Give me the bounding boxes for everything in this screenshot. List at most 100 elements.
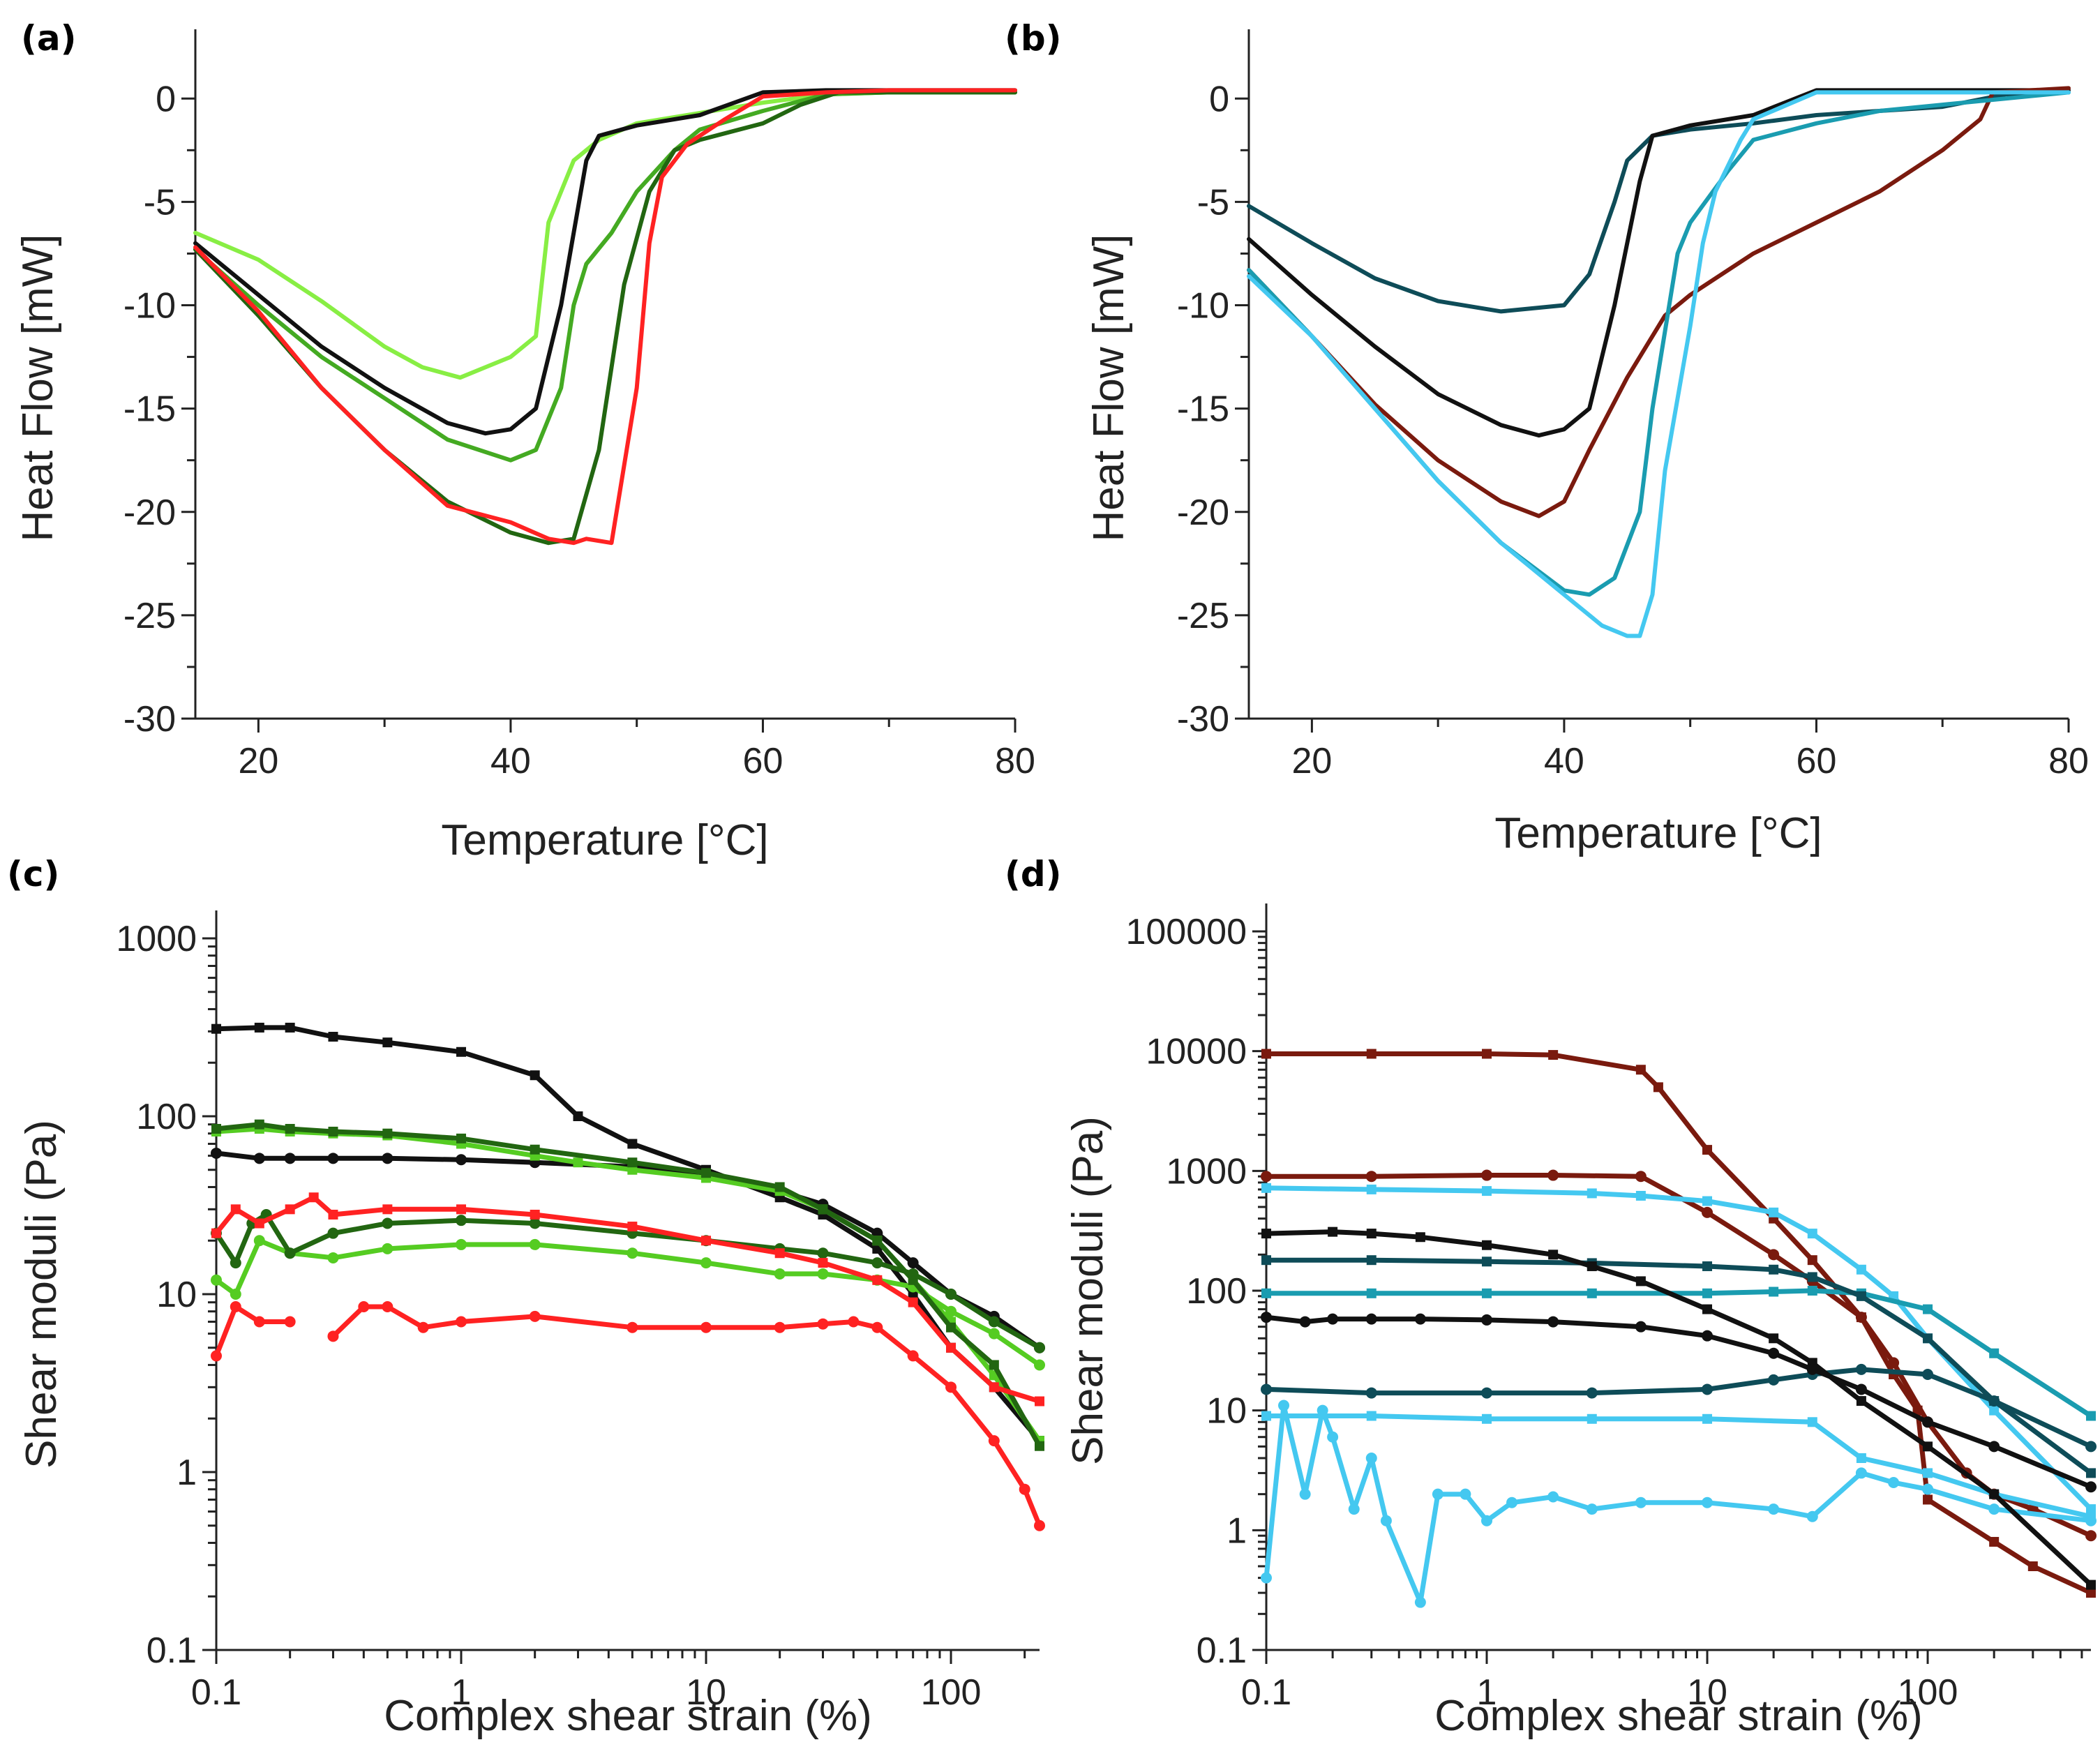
- data-point: [1482, 1413, 1492, 1424]
- data-point: [1635, 1496, 1647, 1508]
- data-point: [871, 1321, 883, 1333]
- data-point: [1482, 1186, 1492, 1196]
- y-tick-label: -10: [123, 286, 176, 327]
- x-tick-label: 10: [686, 1672, 726, 1713]
- data-point: [382, 1217, 393, 1229]
- data-point: [328, 1126, 338, 1136]
- data-point: [328, 1031, 338, 1042]
- data-point: [1380, 1515, 1392, 1526]
- data-point: [529, 1310, 541, 1322]
- data-point: [1702, 1145, 1713, 1155]
- data-point: [1481, 1169, 1493, 1181]
- data-point: [211, 1123, 221, 1134]
- y-tick-label: 10: [1206, 1391, 1247, 1432]
- series-line: [193, 90, 1017, 463]
- data-point: [871, 1257, 883, 1269]
- data-point: [2086, 1511, 2096, 1522]
- data-point: [1635, 1321, 1647, 1333]
- data-point: [2086, 1580, 2096, 1590]
- x-tick-label: 20: [1291, 741, 1332, 781]
- data-point: [1506, 1496, 1518, 1508]
- data-point: [1702, 1206, 1713, 1218]
- data-point: [382, 1243, 393, 1254]
- data-point: [573, 1111, 583, 1121]
- data-point: [1460, 1488, 1471, 1500]
- panel-label: (a): [21, 18, 76, 59]
- data-point: [1702, 1261, 1713, 1271]
- data-point: [382, 1300, 393, 1312]
- data-point: [1482, 1288, 1492, 1298]
- data-point: [988, 1435, 1000, 1447]
- panel-label: (d): [1005, 854, 1062, 894]
- data-point: [1807, 1286, 1817, 1296]
- data-point: [1261, 1572, 1272, 1584]
- data-point: [1702, 1413, 1713, 1424]
- data-point: [1261, 1183, 1271, 1193]
- data-point: [2086, 1411, 2096, 1421]
- data-point: [328, 1209, 338, 1220]
- data-point: [1635, 1065, 1646, 1075]
- series-line: [193, 90, 1017, 380]
- data-point: [988, 1328, 1000, 1340]
- data-point: [1365, 1387, 1377, 1399]
- y-tick-label: 0: [156, 79, 176, 119]
- data-point: [1261, 1171, 1272, 1183]
- data-point: [1328, 1226, 1338, 1237]
- data-point: [627, 1164, 638, 1175]
- series-line: [193, 88, 1017, 546]
- data-point: [1635, 1171, 1647, 1183]
- data-point: [2027, 1561, 2038, 1572]
- data-point: [456, 1046, 467, 1057]
- x-tick-label: 80: [2048, 741, 2089, 781]
- data-point: [1807, 1255, 1817, 1266]
- data-point: [1482, 1240, 1492, 1250]
- data-point: [1806, 1510, 1818, 1522]
- data-point: [1034, 1359, 1045, 1371]
- x-tick-label: 0.1: [1241, 1672, 1291, 1713]
- data-point: [358, 1300, 370, 1312]
- data-point: [1988, 1503, 2000, 1515]
- data-point: [1547, 1169, 1559, 1181]
- x-axis-title: Complex shear strain (%): [384, 1692, 871, 1740]
- series-line: [331, 1304, 1042, 1529]
- data-point: [456, 1154, 467, 1166]
- data-point: [1261, 1049, 1271, 1059]
- data-point: [1278, 1400, 1290, 1411]
- y-tick-label: 1000: [1166, 1151, 1247, 1192]
- x-axis-title: Temperature [°C]: [441, 816, 768, 864]
- data-point: [1702, 1288, 1713, 1298]
- x-tick-label: 100: [1898, 1672, 1958, 1713]
- y-tick-label: -25: [123, 596, 176, 636]
- data-point: [907, 1257, 919, 1269]
- data-point: [1923, 1441, 1933, 1452]
- panel-label: (c): [7, 854, 59, 894]
- data-point: [817, 1318, 829, 1330]
- y-tick-label: -5: [1197, 182, 1229, 223]
- data-point: [211, 1350, 222, 1362]
- series-line: [213, 1304, 293, 1358]
- data-point: [529, 1217, 541, 1229]
- data-point: [1856, 1396, 1866, 1406]
- series-line: [1263, 1288, 2094, 1418]
- data-point: [456, 1204, 467, 1215]
- data-point: [530, 1209, 540, 1220]
- panel-label: (b): [1005, 18, 1062, 59]
- data-point: [1261, 1229, 1271, 1239]
- y-tick-label: -30: [123, 699, 176, 740]
- data-point: [382, 1037, 393, 1048]
- y-tick-label: 100: [136, 1097, 197, 1137]
- data-point: [1365, 1452, 1377, 1464]
- data-point: [253, 1316, 265, 1328]
- data-point: [530, 1070, 540, 1081]
- data-point: [989, 1360, 999, 1370]
- data-point: [1702, 1383, 1713, 1395]
- data-point: [285, 1123, 295, 1134]
- chart-panel: (a) 20 40 60 80 0 -5 -10 -15 -20 -25 -30 Temperature…: [14, 18, 1035, 864]
- data-point: [1702, 1496, 1713, 1508]
- data-point: [2086, 1504, 2096, 1515]
- x-tick-label: 80: [995, 741, 1035, 781]
- data-point: [1035, 1441, 1044, 1451]
- data-point: [1653, 1082, 1663, 1093]
- data-point: [1856, 1291, 1866, 1301]
- data-point: [818, 1258, 828, 1268]
